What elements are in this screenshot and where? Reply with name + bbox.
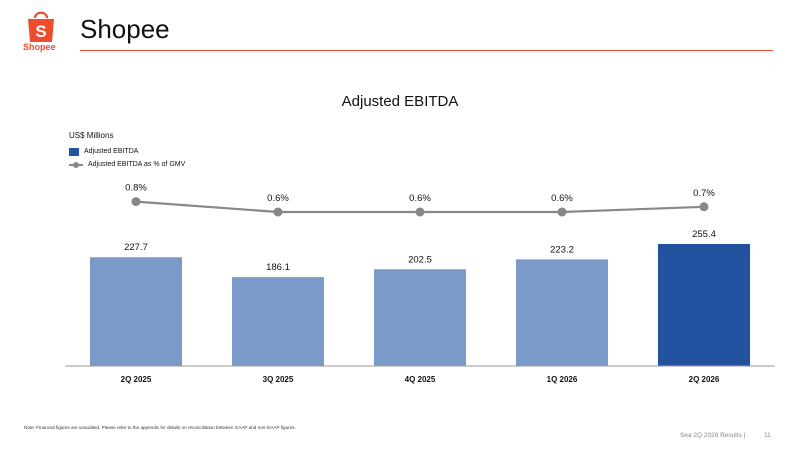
bar-label-4: 255.4 — [692, 229, 716, 240]
legend-bar-label: Adjusted EBITDA — [84, 148, 139, 155]
category-label-1: 3Q 2025 — [263, 375, 294, 384]
bar-0 — [90, 257, 182, 366]
legend-line-swatch — [69, 161, 83, 169]
legend-bar-swatch — [69, 147, 79, 156]
category-label-3: 1Q 2026 — [547, 375, 578, 384]
bar-label-3: 223.2 — [550, 244, 574, 255]
line-label-1: 0.6% — [267, 193, 289, 204]
legend-line-label: Adjusted EBITDA as % of GMV — [88, 161, 186, 168]
bar-label-1: 186.1 — [266, 262, 290, 273]
header-divider — [80, 50, 773, 51]
unit-label: US$ Millions — [69, 131, 114, 140]
line-label-4: 0.7% — [693, 188, 715, 199]
category-label-0: 2Q 2025 — [121, 375, 152, 384]
line-label-3: 0.6% — [551, 193, 573, 204]
legend-item-line: Adjusted EBITDA as % of GMV — [69, 158, 185, 171]
line-point-4 — [699, 202, 709, 212]
page-title: Shopee — [80, 14, 170, 44]
bar-label-0: 227.7 — [124, 242, 148, 253]
bar-2 — [374, 269, 466, 366]
chart-title: Adjusted EBITDA — [341, 93, 459, 110]
category-label-4: 2Q 2026 — [689, 375, 720, 384]
logo-glyph: S — [35, 22, 46, 41]
footer-label: Sea 2Q 2026 Results | — [680, 432, 746, 439]
line-point-1 — [273, 207, 283, 217]
line-point-2 — [415, 207, 425, 217]
line-label-2: 0.6% — [409, 193, 431, 204]
shopee-bag-icon: S — [28, 11, 54, 42]
bar-3 — [516, 259, 608, 366]
bar-1 — [232, 277, 324, 366]
line-point-3 — [557, 207, 567, 217]
page-number: 11 — [764, 432, 771, 439]
line-label-0: 0.8% — [125, 183, 147, 194]
line-point-0 — [131, 197, 141, 207]
footnote: Note: Financial figures are unaudited. P… — [24, 425, 296, 430]
bar-label-2: 202.5 — [408, 254, 432, 265]
legend-item-bar: Adjusted EBITDA — [69, 145, 185, 158]
category-label-2: 4Q 2025 — [405, 375, 436, 384]
bar-4 — [658, 244, 750, 366]
logo-text: Shopee — [23, 42, 56, 52]
chart-legend: Adjusted EBITDA Adjusted EBITDA as % of … — [69, 145, 185, 171]
